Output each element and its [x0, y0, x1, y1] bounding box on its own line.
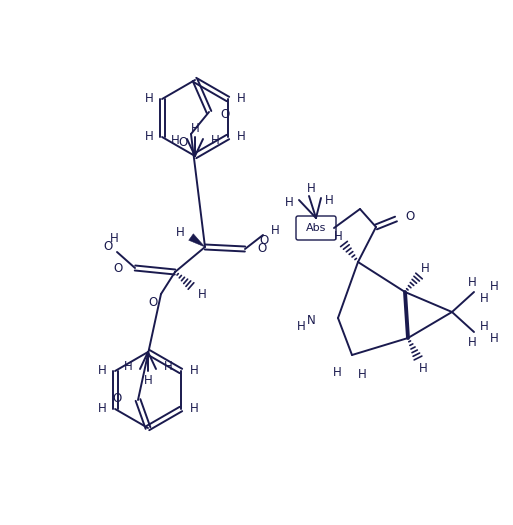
Text: O: O	[114, 261, 123, 275]
Text: H: H	[164, 361, 172, 373]
Text: O: O	[113, 392, 122, 404]
Text: O: O	[148, 296, 157, 309]
Text: N: N	[307, 313, 316, 327]
Text: H: H	[97, 364, 107, 377]
Text: H: H	[358, 369, 366, 382]
Text: H: H	[468, 276, 477, 289]
Text: O: O	[259, 235, 268, 247]
Text: H: H	[171, 134, 180, 148]
Text: H: H	[191, 121, 200, 134]
Text: H: H	[236, 131, 245, 143]
Text: H: H	[285, 195, 293, 208]
Text: H: H	[297, 320, 306, 332]
Text: O: O	[257, 243, 266, 256]
Text: H: H	[333, 229, 342, 243]
Text: H: H	[271, 225, 280, 237]
Text: H: H	[189, 364, 199, 377]
Text: H: H	[97, 403, 107, 415]
Text: H: H	[325, 194, 333, 206]
Text: H: H	[198, 288, 206, 300]
Text: H: H	[332, 366, 341, 380]
Text: H: H	[145, 92, 153, 106]
Text: O: O	[179, 135, 188, 149]
Text: H: H	[144, 373, 152, 386]
Text: H: H	[490, 279, 499, 292]
FancyBboxPatch shape	[296, 216, 336, 240]
Text: H: H	[468, 335, 477, 349]
Polygon shape	[189, 234, 205, 247]
Text: H: H	[110, 232, 119, 245]
Text: H: H	[307, 182, 315, 194]
Text: H: H	[480, 291, 489, 304]
Text: H: H	[124, 361, 132, 373]
Text: O: O	[104, 239, 113, 253]
Text: H: H	[480, 320, 489, 332]
Text: O: O	[405, 211, 415, 224]
Text: H: H	[145, 131, 153, 143]
Text: H: H	[211, 134, 220, 148]
Text: H: H	[421, 261, 429, 275]
Text: O: O	[221, 108, 230, 121]
Text: H: H	[490, 331, 499, 344]
Text: H: H	[175, 226, 184, 239]
Text: Abs: Abs	[306, 223, 326, 233]
Text: H: H	[419, 362, 427, 374]
Text: H: H	[189, 403, 199, 415]
Text: H: H	[236, 92, 245, 106]
